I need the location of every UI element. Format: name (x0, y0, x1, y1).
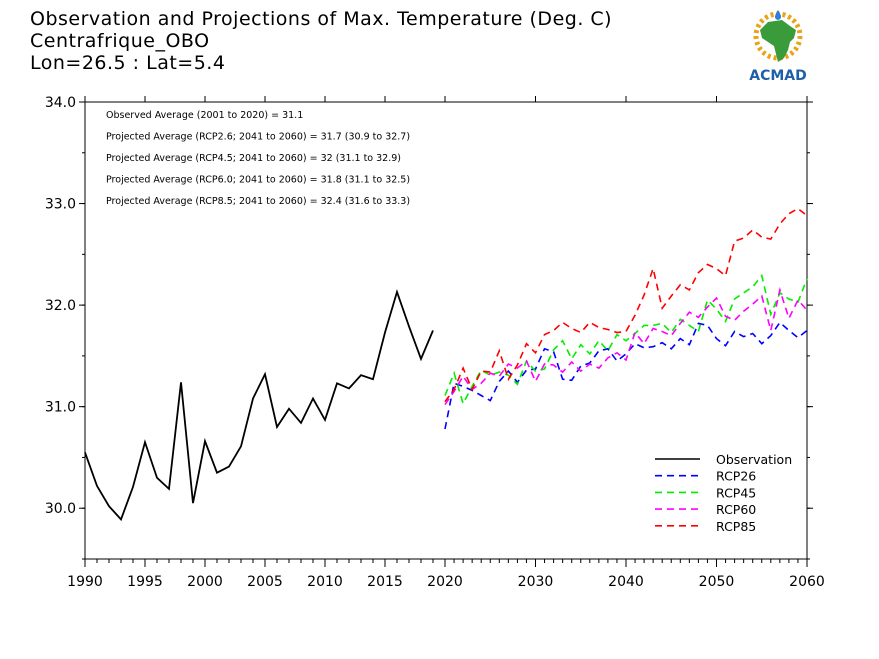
annotation-text: Projected Average (RCP4.5; 2041 to 2060)… (106, 153, 401, 164)
chart-title-block: Observation and Projections of Max. Temp… (30, 8, 612, 74)
plot-frame (84, 101, 808, 560)
x-tick-label: 2060 (789, 574, 825, 590)
y-tick-label: 31.0 (45, 400, 76, 416)
series-line-rcp45 (444, 273, 808, 406)
annotations: Observed Average (2001 to 2020) = 31.1 Pr… (106, 110, 410, 207)
annotation-text: Projected Average (RCP6.0; 2041 to 2060)… (106, 175, 410, 186)
logo-text: ACMAD (749, 68, 807, 84)
station-name: Centrafrique_OBO (30, 30, 210, 52)
africa-map-icon (760, 20, 796, 62)
annotation-text: Projected Average (RCP8.5; 2041 to 2060)… (106, 196, 410, 207)
y-axis: 30.0 31.0 32.0 33.0 34.0 (45, 95, 813, 560)
y-tick-label: 30.0 (45, 501, 76, 517)
x-tick-label: 2040 (608, 574, 644, 590)
annotation-text: Projected Average (RCP2.6; 2041 to 2060)… (106, 132, 410, 143)
x-tick-label: 1990 (67, 574, 103, 590)
chart-title: Observation and Projections of Max. Temp… (30, 8, 613, 30)
x-tick-label: 2050 (699, 574, 735, 590)
x-tick-label: 2010 (307, 574, 343, 590)
y-tick-label: 32.0 (45, 298, 76, 314)
y-tick-label: 33.0 (45, 197, 76, 213)
x-tick-label: 2000 (187, 574, 223, 590)
legend-label: RCP60 (716, 502, 756, 517)
legend-label: Observation (716, 452, 792, 467)
acmad-logo: ACMAD (749, 10, 807, 84)
x-tick-label: 2030 (518, 574, 554, 590)
x-tick-label: 2015 (367, 574, 403, 590)
series-line-rcp85 (444, 207, 808, 403)
legend-label: RCP45 (716, 485, 756, 500)
y-tick-label: 34.0 (45, 95, 76, 111)
series-line-rcp60 (444, 286, 808, 406)
series-group (84, 207, 808, 522)
x-tick-label: 1995 (127, 574, 163, 590)
legend-label: RCP26 (716, 469, 756, 484)
station-coordinates: Lon=26.5 : Lat=5.4 (30, 52, 226, 74)
x-axis: 1990 1995 2000 2005 2010 2015 2020 2030 2040 2050… (67, 96, 825, 590)
series-line-observation (84, 288, 434, 522)
annotation-text: Observed Average (2001 to 2020) = 31.1 (106, 110, 303, 121)
x-tick-label: 2020 (427, 574, 463, 590)
legend-label: RCP85 (716, 519, 756, 534)
water-drop-icon (775, 10, 781, 20)
x-tick-label: 2005 (247, 574, 283, 590)
